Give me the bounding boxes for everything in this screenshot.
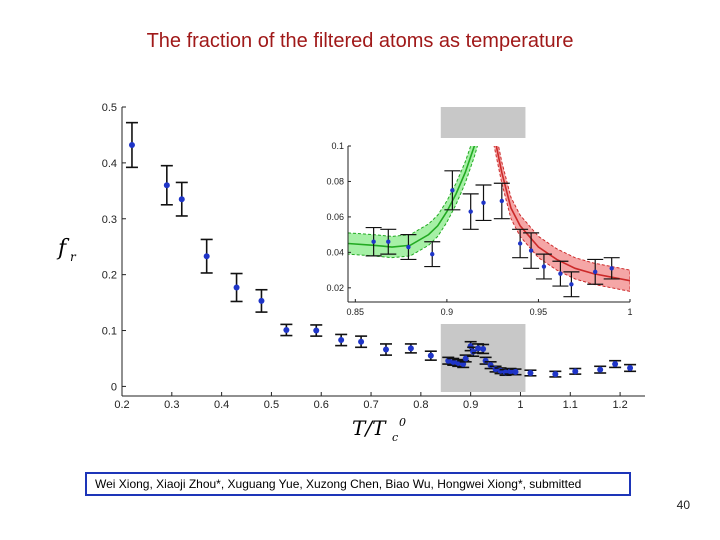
inset-data-point [593, 269, 598, 275]
inset-data-point [517, 241, 523, 246]
data-point [427, 352, 434, 359]
inset-data-point [569, 282, 574, 287]
x-axis-label-sup: 0 [399, 416, 406, 429]
inset-plot: 0.02 0.04 0.06 0.08 0.1 0.85 0.9 0.95 1 [316, 138, 638, 324]
inset-background [316, 138, 638, 324]
inset-data-point [406, 244, 411, 250]
x-tick-label: 0.7 [363, 399, 378, 411]
y-tick-label: 0.4 [102, 158, 117, 170]
data-point [482, 357, 489, 364]
inset-y-tick-label: 0.04 [326, 247, 344, 257]
inset-data-point [481, 200, 486, 205]
inset-data-point [468, 209, 473, 214]
x-tick-label: 1.1 [563, 399, 578, 411]
y-axis-label-sub: r [70, 250, 77, 264]
slide-title: The fraction of the filtered atoms as te… [146, 30, 574, 52]
inset-x-tick-label: 0.85 [347, 307, 365, 317]
inset-x-tick-label: 1 [627, 307, 632, 317]
y-tick-label: 0 [111, 381, 117, 393]
inset-data-point [609, 266, 614, 271]
y-tick-label: 0.1 [102, 326, 117, 338]
data-point [512, 368, 519, 375]
inset-data-point [430, 251, 435, 257]
x-tick-label: 0.4 [214, 399, 229, 411]
y-axis-label: f [56, 236, 70, 261]
data-point [203, 253, 210, 260]
data-point [382, 346, 389, 353]
x-tick-label: 1 [517, 399, 523, 411]
data-point [552, 371, 559, 378]
inset-data-point [386, 239, 391, 244]
inset-data-point [528, 248, 534, 253]
citation-text: Wei Xiong, Xiaoji Zhou*, Xuguang Yue, Xu… [95, 477, 582, 491]
main-plot: 0 0.1 0.2 0.3 0.4 0.5 0.2 0.3 0.4 0.5 0.6 0.7 0.8 0.9… [56, 102, 645, 444]
data-point [283, 326, 290, 333]
data-point [597, 366, 604, 373]
x-tick-label: 0.6 [314, 399, 329, 411]
inset-x-tick-label: 0.9 [441, 307, 454, 317]
data-point [258, 297, 265, 304]
data-point [627, 364, 634, 371]
inset-data-point [558, 271, 563, 276]
data-point [163, 182, 170, 189]
data-point [178, 196, 185, 203]
y-tick-label: 0.5 [102, 102, 117, 114]
inset-y-tick-label: 0.1 [331, 141, 344, 151]
data-point [338, 337, 345, 344]
data-point [358, 338, 365, 345]
fit-curve-red [495, 146, 630, 282]
inset-y-tick-label: 0.02 [326, 283, 344, 293]
data-point [470, 348, 477, 355]
x-tick-label: 0.5 [264, 399, 279, 411]
x-tick-label: 0.9 [463, 399, 478, 411]
data-point [527, 370, 534, 376]
inset-plot-area [348, 146, 630, 298]
x-tick-label: 0.8 [413, 399, 428, 411]
data-point [480, 345, 487, 352]
x-tick-label: 0.3 [164, 399, 179, 411]
x-tick-label: 1.2 [612, 399, 627, 411]
inset-x-tick-label: 0.95 [530, 307, 548, 317]
highlight-band-bottom [440, 320, 526, 392]
fit-curve-green [348, 146, 476, 248]
data-point [313, 327, 320, 334]
data-point [487, 362, 494, 369]
inset-data-point [541, 264, 547, 269]
inset-y-tick-label: 0.06 [326, 212, 344, 222]
data-point [128, 142, 135, 148]
inset-data-point [450, 188, 455, 193]
x-axis-label: T/T [352, 416, 387, 440]
inset-data-point [499, 198, 505, 204]
citation-box: Wei Xiong, Xiaoji Zhou*, Xuguang Yue, Xu… [85, 472, 631, 496]
data-point [572, 368, 579, 375]
data-point [233, 284, 240, 291]
data-point [612, 361, 619, 368]
slide-number: 40 [676, 498, 690, 512]
y-tick-label: 0.2 [102, 270, 117, 282]
y-tick-label: 0.3 [102, 214, 117, 226]
x-axis-label-sub: c [392, 431, 398, 444]
inset-y-tick-label: 0.08 [326, 176, 344, 186]
data-point [407, 345, 414, 352]
data-point [475, 345, 482, 352]
inset-data-point [371, 239, 376, 244]
x-tick-label: 0.2 [114, 399, 129, 411]
